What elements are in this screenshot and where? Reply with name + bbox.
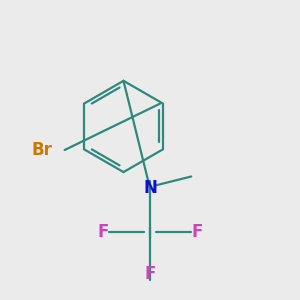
Text: F: F [191, 224, 203, 242]
Text: F: F [144, 265, 156, 283]
Text: Br: Br [32, 141, 53, 159]
Text: N: N [143, 179, 157, 197]
Text: F: F [97, 224, 109, 242]
